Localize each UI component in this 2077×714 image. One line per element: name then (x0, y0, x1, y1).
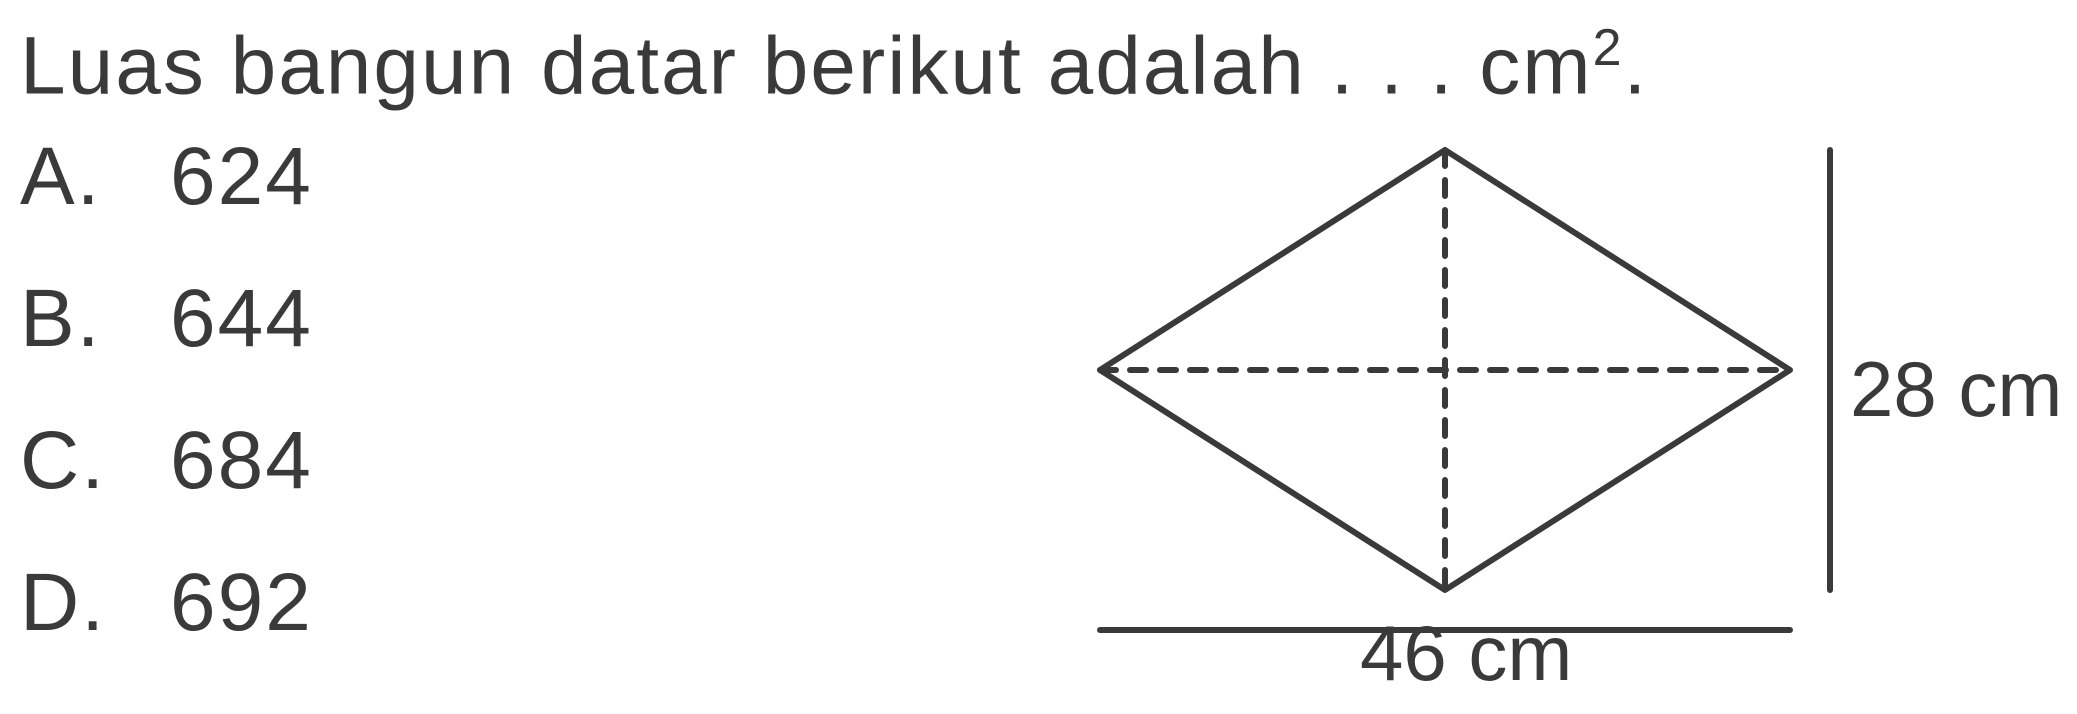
width-label: 46 cm (1360, 608, 1572, 699)
option-value: 684 (170, 414, 313, 508)
question-exp: 2 (1593, 19, 1624, 77)
option-letter: B. (20, 272, 170, 366)
question-post: . (1624, 20, 1649, 111)
question-pre: Luas bangun datar berikut adalah . . . c… (20, 20, 1593, 111)
option-value: 624 (170, 130, 313, 224)
option-value: 692 (170, 556, 313, 650)
option-letter: D. (20, 556, 170, 650)
answer-options: A. 624 B. 644 C. 684 D. 692 (20, 130, 313, 698)
height-label: 28 cm (1850, 344, 2062, 435)
question-text: Luas bangun datar berikut adalah . . . c… (20, 18, 1648, 113)
option-value: 644 (170, 272, 313, 366)
option-c[interactable]: C. 684 (20, 414, 313, 508)
option-d[interactable]: D. 692 (20, 556, 313, 650)
option-letter: A. (20, 130, 170, 224)
option-a[interactable]: A. 624 (20, 130, 313, 224)
option-letter: C. (20, 414, 170, 508)
option-b[interactable]: B. 644 (20, 272, 313, 366)
